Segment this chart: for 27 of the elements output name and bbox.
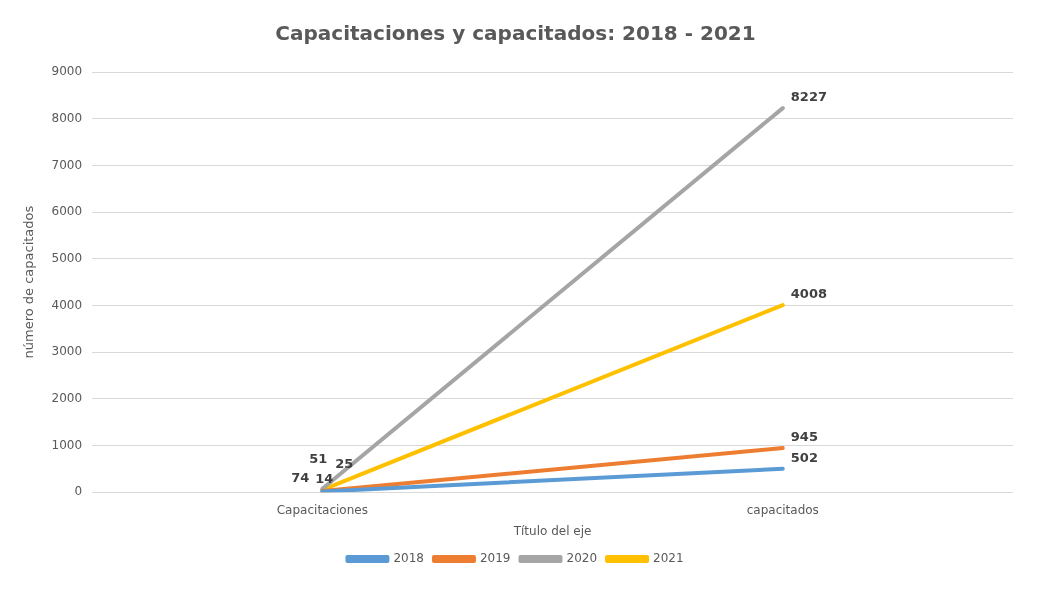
data-label: 502: [790, 449, 818, 465]
data-label: 14: [315, 470, 334, 486]
y-tick-label: 2000: [51, 390, 83, 405]
y-tick-label: 5000: [51, 250, 83, 265]
data-label: 4008: [790, 285, 827, 301]
x-tick-label: capacitados: [746, 502, 819, 517]
y-tick-label: 3000: [51, 344, 83, 359]
y-axis-title: número de capacitados: [21, 205, 37, 359]
chart-title: Capacitaciones y capacitados: 2018 - 2021: [275, 21, 756, 46]
data-label: 8227: [790, 88, 827, 104]
legend-label: 2021: [653, 551, 684, 566]
y-tick-label: 7000: [51, 157, 83, 172]
y-tick-label: 9000: [51, 64, 83, 79]
y-tick-label: 8000: [51, 110, 83, 125]
legend-label: 2018: [393, 551, 424, 566]
data-label: 25: [335, 456, 354, 472]
data-label: 51: [309, 451, 328, 467]
legend-label: 2019: [479, 551, 511, 566]
data-label: 74: [291, 470, 310, 486]
x-axis-title: Título del eje: [512, 523, 592, 538]
y-tick-label: 4000: [51, 297, 83, 312]
y-tick-label: 0: [74, 484, 83, 499]
data-label: 945: [790, 428, 818, 444]
x-tick-label: Capacitaciones: [276, 502, 368, 517]
y-tick-label: 1000: [51, 437, 83, 452]
legend-label: 2020: [566, 551, 598, 566]
y-tick-label: 6000: [51, 204, 83, 219]
